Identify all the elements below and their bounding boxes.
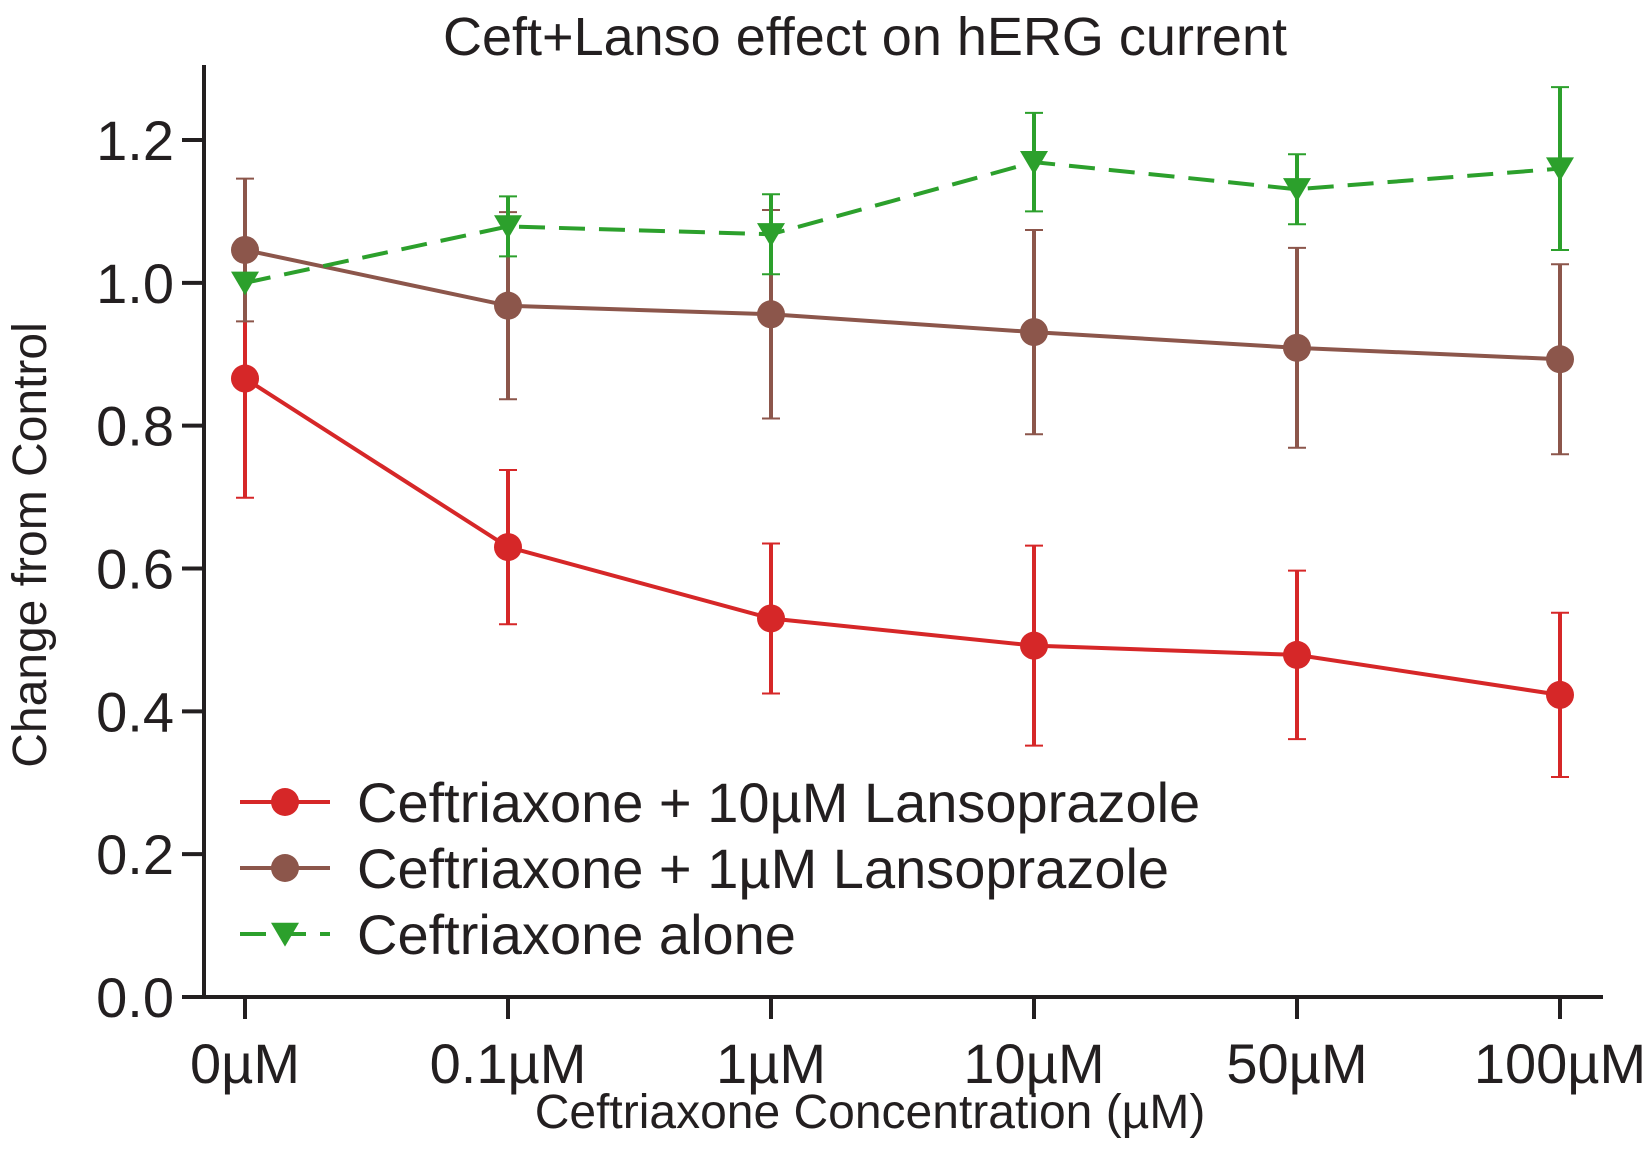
data-point — [757, 223, 785, 247]
legend-label: Ceftriaxone + 1µM Lansoprazole — [357, 837, 1169, 900]
data-point — [231, 364, 259, 393]
series-line — [243, 376, 1561, 697]
legend-label: Ceftriaxone alone — [357, 903, 796, 966]
series-group — [231, 177, 1574, 456]
chart-title: Ceft+Lanso effect on hERG current — [443, 7, 1287, 67]
y-tick-label: 1.2 — [96, 109, 174, 172]
data-point — [1020, 631, 1048, 660]
data-point — [494, 291, 522, 320]
x-ticks: 0µM 0.1µM 1µM 10µM 50µM 100µM — [190, 997, 1646, 1095]
x-tick-label: 10µM — [963, 1032, 1104, 1095]
data-point — [494, 215, 522, 240]
data-point — [1283, 178, 1311, 202]
data-point — [494, 533, 522, 562]
data-point — [1546, 345, 1574, 374]
data-point — [1020, 318, 1048, 347]
data-point — [1546, 680, 1574, 709]
data-point — [1283, 640, 1311, 669]
x-tick-label: 0µM — [190, 1032, 300, 1095]
x-tick-label: 50µM — [1226, 1032, 1367, 1095]
series-group — [231, 86, 1574, 296]
data-point — [231, 235, 259, 264]
y-tick-label: 0.0 — [96, 966, 174, 1029]
series-line — [244, 160, 1561, 285]
series-layer — [231, 86, 1574, 779]
legend-label: Ceftriaxone + 10µM Lansoprazole — [357, 771, 1200, 834]
data-point — [757, 604, 785, 633]
y-tick-label: 0.4 — [96, 680, 174, 743]
series-line — [244, 248, 1561, 362]
data-point — [1020, 150, 1048, 175]
y-axis-label: Change from Control — [4, 322, 57, 768]
y-tick-label: 0.2 — [96, 823, 174, 886]
series-group — [231, 258, 1574, 779]
y-ticks: 0.0 0.2 0.4 0.6 0.8 1.0 1.2 — [96, 109, 204, 1029]
data-point — [1546, 157, 1574, 182]
data-point — [757, 300, 785, 329]
legend-marker — [271, 922, 299, 947]
x-tick-label: 1µM — [716, 1032, 826, 1095]
data-point — [231, 271, 259, 296]
x-tick-label: 100µM — [1474, 1032, 1646, 1095]
data-point — [1283, 333, 1311, 362]
y-tick-label: 0.8 — [96, 395, 174, 458]
y-tick-label: 0.6 — [96, 538, 174, 601]
x-axis-label: Ceftriaxone Concentration (µM) — [535, 1086, 1206, 1139]
y-tick-label: 1.0 — [96, 252, 174, 315]
legend-marker — [271, 788, 299, 816]
legend-marker — [271, 854, 299, 882]
x-tick-label: 0.1µM — [430, 1032, 587, 1095]
legend: Ceftriaxone + 10µM LansoprazoleCeftriaxo… — [240, 771, 1200, 966]
axes — [202, 65, 1603, 999]
